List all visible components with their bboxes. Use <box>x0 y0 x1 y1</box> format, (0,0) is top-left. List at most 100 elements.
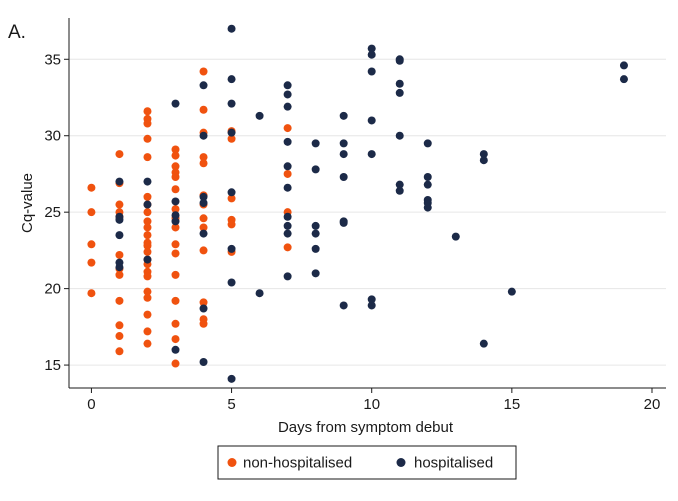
point-hospitalised-45 <box>311 244 320 253</box>
point-non-hospitalised-12 <box>115 270 124 279</box>
x-tick-label-0: 0 <box>87 396 95 413</box>
point-non-hospitalised-53 <box>171 319 180 328</box>
point-non-hospitalised-30 <box>143 247 152 256</box>
legend-label-hospitalised: hospitalised <box>414 455 493 472</box>
point-hospitalised-22 <box>227 75 236 84</box>
point-hospitalised-69 <box>423 173 432 182</box>
point-hospitalised-18 <box>199 229 208 238</box>
point-hospitalised-2 <box>115 215 124 224</box>
point-hospitalised-65 <box>395 131 404 140</box>
point-non-hospitalised-5 <box>115 150 124 159</box>
point-non-hospitalised-2 <box>87 240 96 249</box>
point-hospitalised-58 <box>367 150 376 159</box>
point-non-hospitalised-42 <box>171 162 180 171</box>
point-non-hospitalised-68 <box>199 319 208 328</box>
point-hospitalised-34 <box>283 137 292 146</box>
point-non-hospitalised-22 <box>143 192 152 201</box>
point-hospitalised-50 <box>339 173 348 182</box>
point-non-hospitalised-19 <box>143 119 152 128</box>
point-hospitalised-11 <box>171 211 180 220</box>
point-non-hospitalised-73 <box>227 220 236 229</box>
point-non-hospitalised-66 <box>199 298 208 307</box>
grid-lines <box>69 58 666 366</box>
point-hospitalised-14 <box>199 81 208 90</box>
point-non-hospitalised-75 <box>283 124 292 133</box>
x-tick-label-20: 20 <box>644 396 661 413</box>
point-non-hospitalised-78 <box>283 243 292 252</box>
point-non-hospitalised-1 <box>87 208 96 217</box>
point-hospitalised-40 <box>283 272 292 281</box>
point-non-hospitalised-51 <box>171 270 180 279</box>
point-non-hospitalised-60 <box>199 159 208 168</box>
point-hospitalised-53 <box>339 301 348 310</box>
point-hospitalised-23 <box>227 99 236 108</box>
point-hospitalised-74 <box>451 232 460 241</box>
legend-marker-hospitalised <box>396 458 406 467</box>
y-axis-title: Cq-value <box>19 173 36 233</box>
point-hospitalised-32 <box>283 90 292 99</box>
y-tick-label-30: 30 <box>44 128 61 145</box>
point-hospitalised-13 <box>171 345 180 354</box>
point-non-hospitalised-27 <box>143 231 152 240</box>
point-non-hospitalised-29 <box>143 241 152 250</box>
point-hospitalised-54 <box>367 44 376 53</box>
point-hospitalised-31 <box>283 81 292 90</box>
point-hospitalised-3 <box>115 231 124 240</box>
point-hospitalised-63 <box>395 79 404 88</box>
point-hospitalised-0 <box>115 177 124 186</box>
point-non-hospitalised-70 <box>227 134 236 143</box>
point-non-hospitalised-35 <box>143 287 152 296</box>
point-hospitalised-20 <box>199 358 208 367</box>
point-non-hospitalised-38 <box>143 327 152 336</box>
x-tick-label-5: 5 <box>227 396 235 413</box>
point-non-hospitalised-57 <box>199 105 208 114</box>
y-tick-label-25: 25 <box>44 204 61 221</box>
point-hospitalised-19 <box>199 304 208 313</box>
point-hospitalised-57 <box>367 116 376 125</box>
point-non-hospitalised-15 <box>115 332 124 341</box>
point-non-hospitalised-76 <box>283 169 292 178</box>
point-non-hospitalised-13 <box>115 296 124 305</box>
point-hospitalised-78 <box>507 287 516 296</box>
point-hospitalised-73 <box>423 203 432 212</box>
point-hospitalised-9 <box>171 99 180 108</box>
point-hospitalised-35 <box>283 162 292 171</box>
point-non-hospitalised-21 <box>143 153 152 162</box>
panel-label: A. <box>8 22 26 43</box>
point-non-hospitalised-45 <box>171 185 180 194</box>
point-non-hospitalised-10 <box>115 250 124 259</box>
point-hospitalised-25 <box>227 188 236 197</box>
point-non-hospitalised-0 <box>87 183 96 192</box>
point-hospitalised-47 <box>339 111 348 120</box>
point-non-hospitalised-46 <box>171 205 180 214</box>
point-hospitalised-12 <box>171 217 180 226</box>
point-non-hospitalised-71 <box>227 194 236 203</box>
point-hospitalised-6 <box>143 177 152 186</box>
axes: 15 20 25 30 35 0 5 10 15 20 <box>44 18 666 413</box>
point-hospitalised-49 <box>339 150 348 159</box>
point-hospitalised-79 <box>619 61 628 70</box>
series-hospitalised <box>115 24 628 383</box>
point-non-hospitalised-36 <box>143 293 152 302</box>
x-axis-title: Days from symptom debut <box>278 419 454 436</box>
point-hospitalised-68 <box>423 139 432 148</box>
point-hospitalised-37 <box>283 212 292 221</box>
point-non-hospitalised-20 <box>143 134 152 143</box>
point-hospitalised-24 <box>227 128 236 137</box>
point-hospitalised-66 <box>395 180 404 189</box>
point-hospitalised-29 <box>255 111 264 120</box>
point-non-hospitalised-59 <box>199 153 208 162</box>
point-non-hospitalised-41 <box>171 151 180 160</box>
point-non-hospitalised-3 <box>87 258 96 267</box>
point-hospitalised-76 <box>479 156 488 165</box>
legend-box <box>217 445 517 480</box>
point-non-hospitalised-48 <box>171 223 180 232</box>
point-non-hospitalised-65 <box>199 246 208 255</box>
point-hospitalised-41 <box>311 139 320 148</box>
point-non-hospitalised-55 <box>171 359 180 368</box>
point-hospitalised-21 <box>227 24 236 33</box>
point-non-hospitalised-7 <box>115 200 124 209</box>
point-hospitalised-5 <box>115 263 124 272</box>
